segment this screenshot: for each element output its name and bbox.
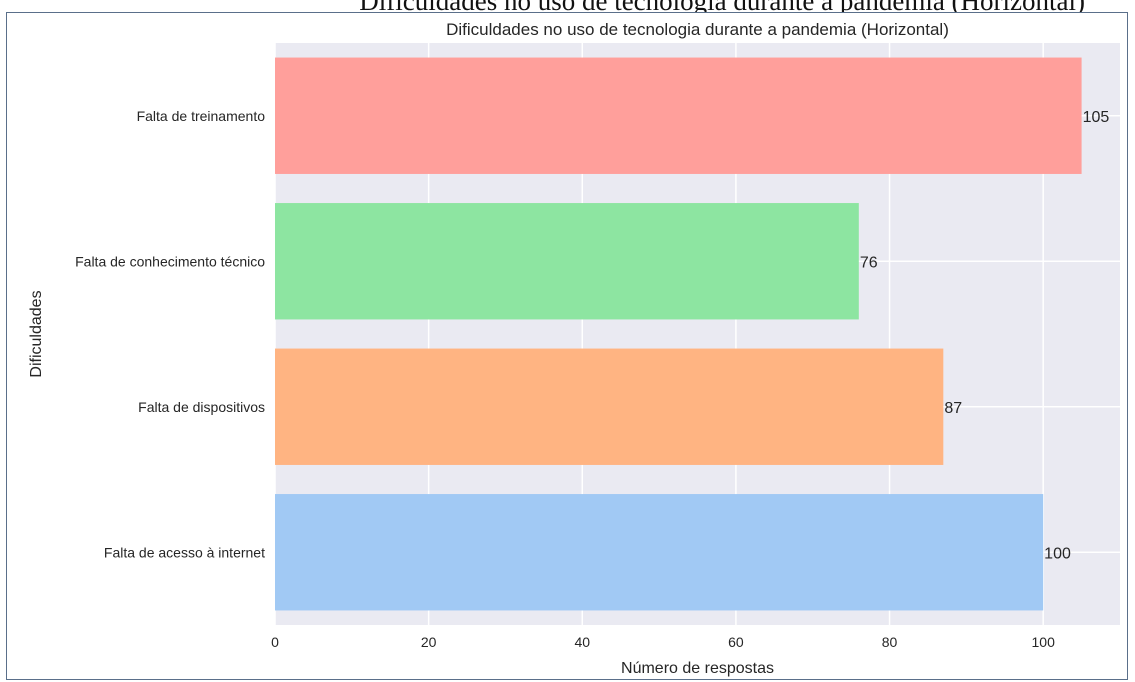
x-tick-label: 60: [728, 634, 744, 650]
y-axis-label: Dificuldades: [28, 290, 45, 377]
x-tick-label: 80: [882, 634, 898, 650]
category-tick-label: Falta de dispositivos: [138, 399, 265, 415]
bar-value-label: 100: [1044, 545, 1071, 562]
x-tick-labels-group: 0 20 40 60 80 100: [271, 634, 1055, 650]
bar-value-label: 76: [860, 254, 878, 271]
category-tick-label: Falta de acesso à internet: [104, 544, 265, 560]
x-tick-label: 100: [1032, 634, 1056, 650]
bars-group: [275, 57, 1082, 611]
bar: [275, 203, 859, 320]
bar: [275, 57, 1082, 174]
x-tick-label: 40: [574, 634, 590, 650]
bar-chart: 100 87 76 105 0 20 40 60 80 100 Falta de acesso …: [28, 20, 1120, 677]
category-tick-label: Falta de conhecimento técnico: [75, 253, 265, 269]
x-tick-label: 20: [421, 634, 437, 650]
bar-value-label: 87: [944, 400, 962, 417]
background-document-strip: Dificuldades no uso de tecnologia durant…: [0, 0, 1135, 14]
value-labels-group: 100 87 76 105: [860, 109, 1110, 563]
bar-value-label: 105: [1083, 109, 1110, 126]
bar: [275, 494, 1044, 611]
x-axis-label: Número de respostas: [621, 660, 774, 677]
background-document-text: Dificuldades no uso de tecnologia durant…: [359, 0, 1085, 14]
category-labels-group: Falta de acesso à internet Falta de dispo…: [75, 108, 265, 561]
category-tick-label: Falta de treinamento: [137, 108, 266, 124]
bar: [275, 348, 944, 465]
x-tick-label: 0: [271, 634, 279, 650]
chart-title: Dificuldades no uso de tecnologia durant…: [446, 20, 949, 39]
chart-figure: 100 87 76 105 0 20 40 60 80 100 Falta de acesso …: [6, 12, 1128, 680]
